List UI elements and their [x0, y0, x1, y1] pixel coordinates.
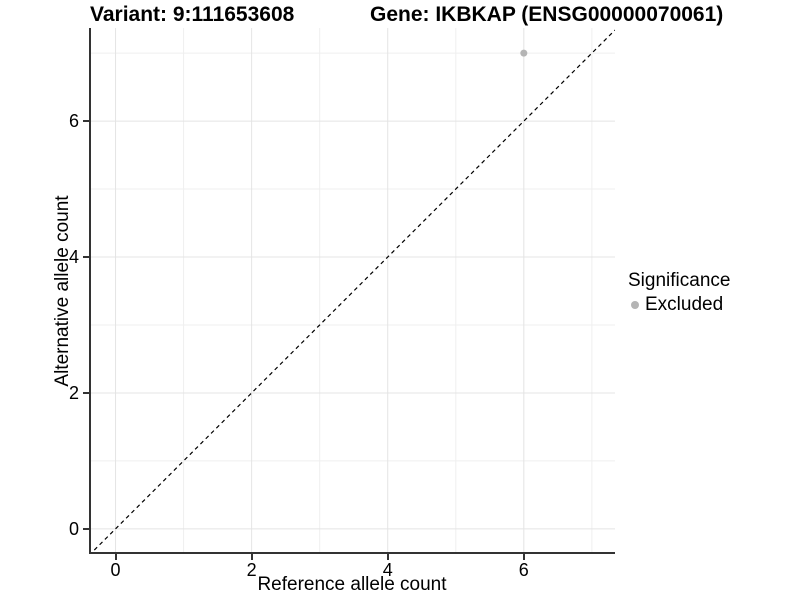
legend-entry: Excluded	[628, 294, 730, 316]
x-tick-label: 4	[382, 560, 393, 580]
x-tick-mark	[386, 554, 389, 560]
y-tick-mark	[83, 120, 89, 123]
x-tick-mark	[250, 554, 253, 560]
y-tick-label: 6	[68, 111, 79, 132]
y-tick-label: 4	[68, 247, 79, 268]
x-tick-mark	[114, 554, 117, 560]
y-tick-mark	[83, 256, 89, 259]
x-tick-label: 6	[518, 560, 529, 580]
x-tick-label: 0	[110, 560, 121, 580]
legend: Significance Excluded	[628, 270, 730, 316]
x-tick-label: 2	[246, 560, 257, 580]
plot-canvas	[89, 28, 615, 554]
y-tick-label: 2	[68, 382, 79, 403]
gene-title: Gene: IKBKAP (ENSG00000070061)	[370, 3, 724, 26]
y-tick-mark	[83, 391, 89, 394]
y-tick-label: 0	[68, 518, 79, 539]
identity-reference-line	[89, 29, 615, 554]
plot-panel	[89, 28, 615, 554]
legend-point-icon	[631, 301, 639, 309]
variant-title: Variant: 9:111653608	[90, 3, 295, 26]
data-point	[520, 49, 528, 57]
x-axis-title: Reference allele count	[257, 574, 447, 595]
x-tick-mark	[522, 554, 525, 560]
legend-entry-label: Excluded	[645, 294, 724, 315]
y-axis-title: Alternative allele count	[52, 195, 73, 387]
y-tick-mark	[83, 527, 89, 530]
legend-title: Significance	[628, 270, 731, 291]
